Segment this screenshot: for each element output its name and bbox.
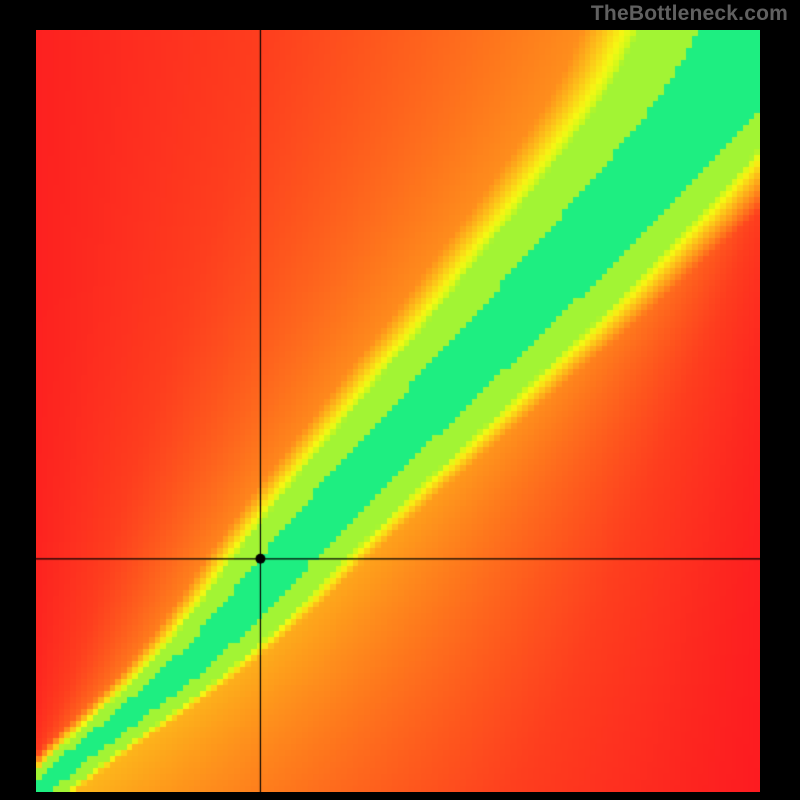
bottleneck-heatmap: [36, 30, 760, 792]
heatmap-frame: [36, 30, 760, 792]
chart-container: TheBottleneck.com: [0, 0, 800, 800]
attribution-label: TheBottleneck.com: [591, 2, 788, 26]
